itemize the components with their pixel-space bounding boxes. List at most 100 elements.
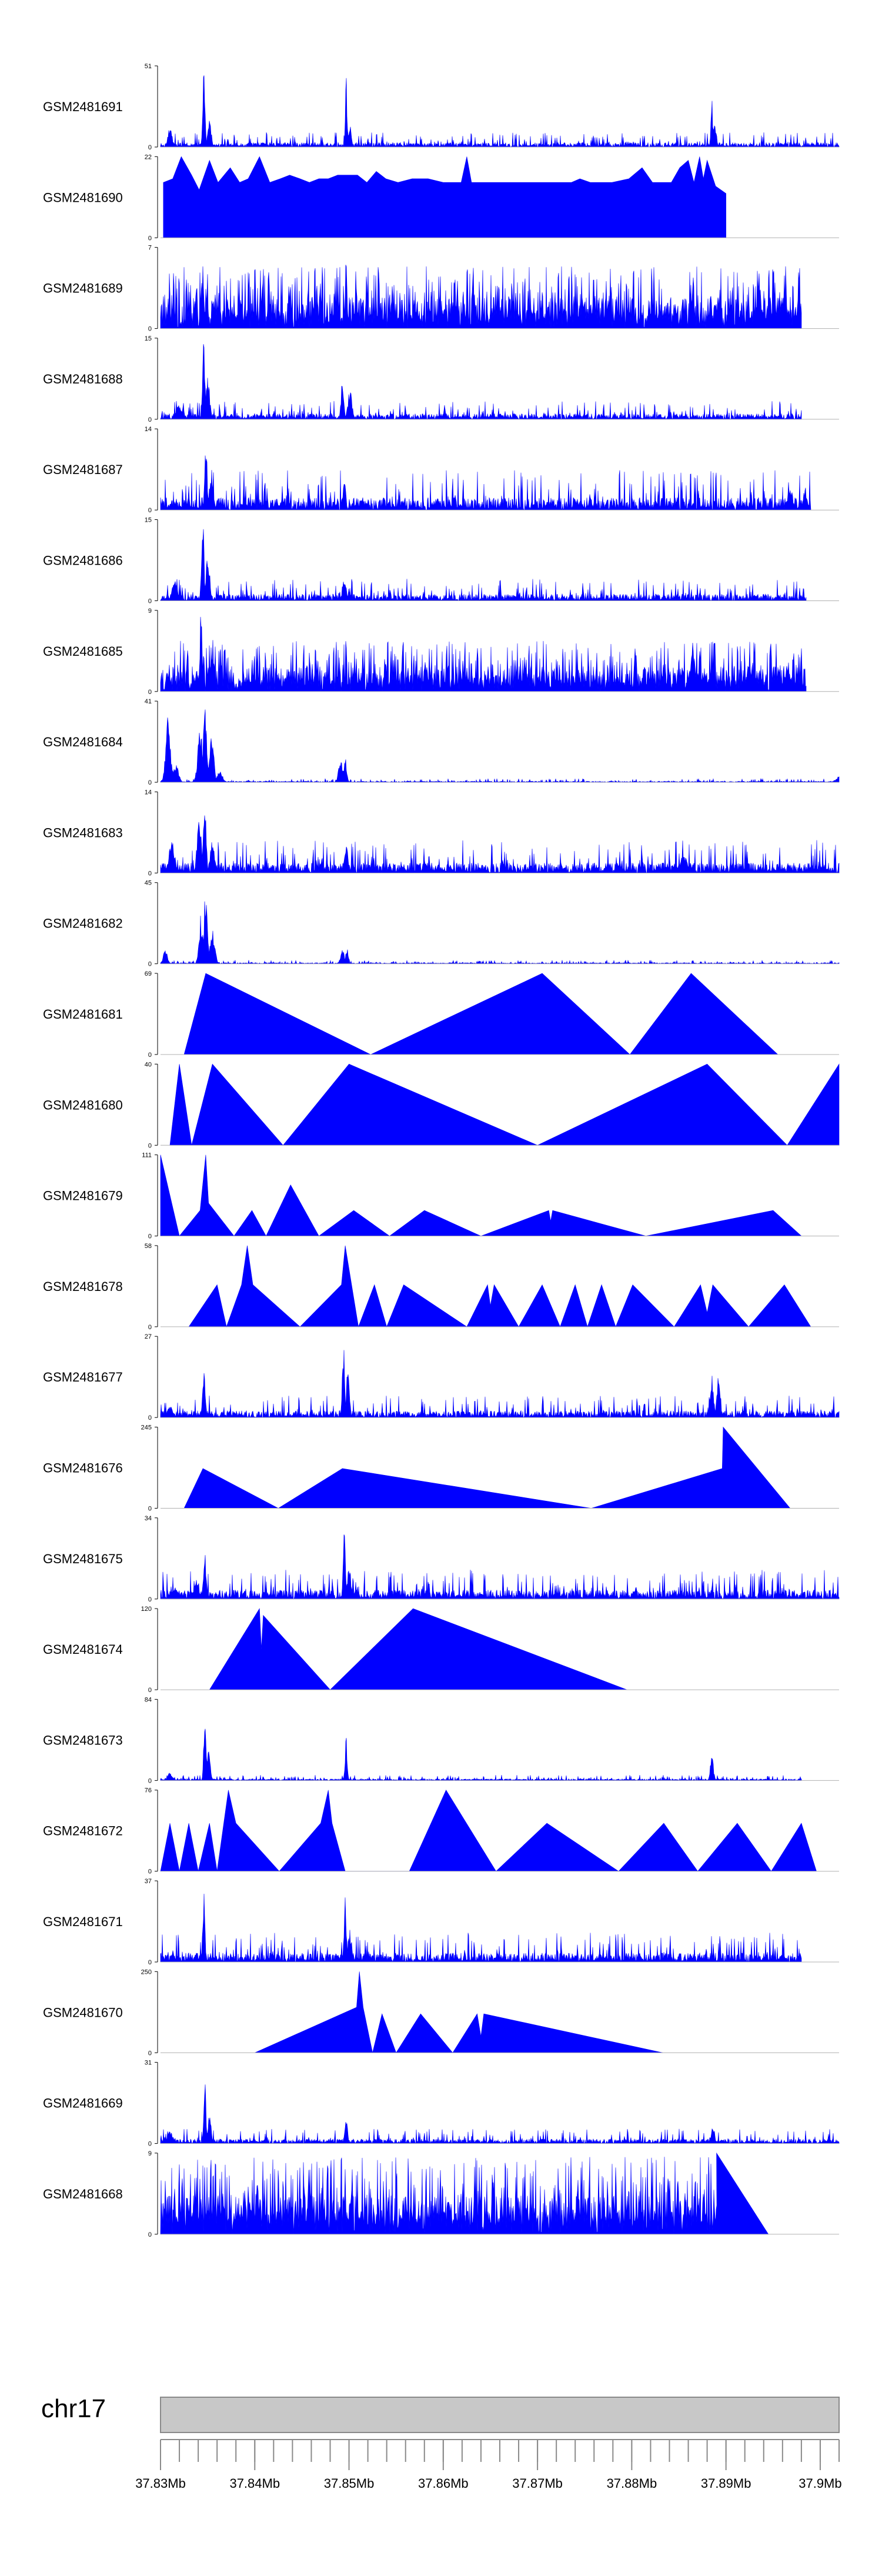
track-label: GSM2481681 [43,1007,123,1022]
track-label: GSM2481685 [43,644,123,659]
tick-label: 37.87Mb [512,2476,563,2491]
track-ymin-label: 0 [148,779,152,786]
coverage-area [169,1063,840,1146]
track-ymin-label: 0 [148,416,152,423]
track-label: GSM2481671 [43,1914,123,1929]
track-ymax-label: 76 [145,1787,152,1794]
track-GSM2481673: GSM2481673 84 0 [43,1696,839,1784]
track-GSM2481672: GSM2481672 76 0 [43,1787,839,1876]
track-label: GSM2481684 [43,735,123,749]
coverage-area [160,1729,802,1781]
track-label: GSM2481679 [43,1189,123,1203]
track-ymin-label: 0 [148,2050,152,2057]
tick-label: 37.89Mb [701,2476,751,2491]
track-ymax-label: 58 [145,1243,152,1250]
track-label: GSM2481691 [43,99,123,114]
axis-ticks: 37.83Mb 37.84Mb 37.85Mb 37.86Mb 37.87Mb 37.88… [135,2440,842,2491]
track-ymax-label: 111 [142,1152,152,1159]
track-GSM2481678: GSM2481678 58 0 [43,1243,839,1331]
track-ymin-label: 0 [148,1596,152,1603]
track-GSM2481687: GSM2481687 14 0 [43,426,839,514]
coverage-area [160,616,807,692]
track-ymin-label: 0 [148,1777,152,1784]
coverage-area [163,156,726,238]
coverage-area [160,344,802,420]
track-ymin-label: 0 [148,1233,152,1240]
track-GSM2481688: GSM2481688 15 0 [43,335,839,423]
track-ymin-label: 0 [148,1324,152,1331]
track-ymin-label: 0 [148,1687,152,1694]
track-GSM2481689: GSM2481689 7 0 [43,245,839,333]
track-GSM2481683: GSM2481683 14 0 [43,789,840,877]
track-GSM2481670: GSM2481670 250 0 [43,1968,839,2057]
track-ymin-label: 0 [148,961,152,968]
coverage-area [160,1893,802,1963]
track-GSM2481675: GSM2481675 34 0 [43,1515,840,1603]
track-GSM2481681: GSM2481681 69 0 [43,970,839,1059]
track-label: GSM2481676 [43,1461,123,1476]
track-label: GSM2481678 [43,1279,123,1294]
track-GSM2481669: GSM2481669 31 0 [43,2060,840,2148]
coverage-area [160,455,811,510]
track-ymin-label: 0 [148,144,152,151]
track-ymax-label: 45 [145,880,152,887]
track-ymax-label: 69 [145,970,152,977]
track-label: GSM2481677 [43,1370,123,1384]
track-GSM2481684: GSM2481684 41 0 [43,698,840,786]
track-label: GSM2481672 [43,1824,123,1838]
track-ymax-label: 9 [148,608,152,615]
coverage-area [160,75,840,148]
track-ymin-label: 0 [148,326,152,333]
track-ymin-label: 0 [148,1959,152,1966]
track-ymax-label: 15 [145,335,152,342]
track-ymin-label: 0 [148,870,152,877]
track-GSM2481671: GSM2481671 37 0 [43,1878,839,1966]
track-ymax-label: 27 [145,1333,152,1340]
coverage-area [183,1426,791,1509]
track-GSM2481685: GSM2481685 9 0 [43,608,839,696]
tick-label: 37.86Mb [418,2476,469,2491]
track-label: GSM2481674 [43,1642,123,1657]
track-label: GSM2481689 [43,281,123,296]
track-ymax-label: 14 [145,789,152,796]
coverage-area [160,2152,769,2235]
tick-label: 37.88Mb [607,2476,657,2491]
track-GSM2481690: GSM2481690 22 0 [43,154,839,242]
track-GSM2481686: GSM2481686 15 0 [43,517,839,605]
coverage-area [160,2084,840,2144]
tick-label: 37.84Mb [229,2476,280,2491]
track-ymax-label: 41 [145,698,152,705]
track-ymin-label: 0 [148,598,152,605]
track-label: GSM2481682 [43,916,123,931]
coverage-area [255,1971,663,2053]
track-ymax-label: 14 [145,426,152,433]
track-GSM2481682: GSM2481682 45 0 [43,880,840,968]
tick-label: 37.9Mb [799,2476,841,2491]
track-ymin-label: 0 [148,1052,152,1059]
track-label: GSM2481690 [43,190,123,205]
track-ymax-label: 34 [145,1515,152,1522]
track-label: GSM2481680 [43,1097,123,1112]
coverage-area [160,815,840,874]
track-label: GSM2481669 [43,2096,123,2111]
track-ymax-label: 51 [145,63,152,70]
track-ymax-label: 37 [145,1878,152,1885]
track-ymax-label: 31 [145,2060,152,2067]
track-GSM2481674: GSM2481674 120 0 [43,1606,839,1694]
track-GSM2481677: GSM2481677 27 0 [43,1333,840,1422]
coverage-area [160,265,802,329]
track-label: GSM2481668 [43,2187,123,2201]
track-GSM2481676: GSM2481676 245 0 [43,1424,839,1513]
genome-axis: chr17 37.83Mb 37.84Mb 37.85Mb 37.86Mb 37.87M… [41,2394,842,2491]
track-GSM2481679: GSM2481679 111 0 [43,1152,839,1240]
tick-label: 37.83Mb [135,2476,186,2491]
track-ymax-label: 250 [141,1968,152,1976]
chromosome-label: chr17 [41,2394,106,2423]
track-ymin-label: 0 [148,507,152,514]
chromosome-ideogram [160,2397,840,2433]
track-label: GSM2481688 [43,372,123,386]
tick-label: 37.85Mb [324,2476,375,2491]
track-ymin-label: 0 [148,1868,152,1876]
track-GSM2481668: GSM2481668 9 0 [43,2150,839,2238]
